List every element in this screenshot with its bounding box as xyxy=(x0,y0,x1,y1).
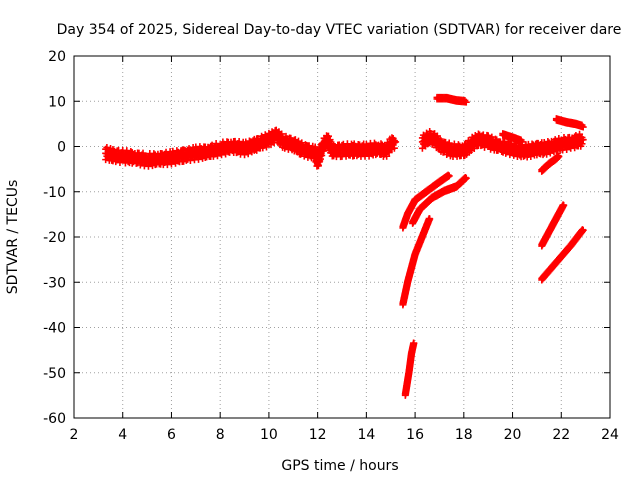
data-point xyxy=(444,171,452,179)
x-tick-label: 16 xyxy=(406,427,424,443)
data-point xyxy=(252,145,260,153)
y-tick-label: -40 xyxy=(43,321,66,337)
data-point xyxy=(579,226,587,234)
x-tick-label: 18 xyxy=(455,427,473,443)
x-tick-label: 4 xyxy=(118,427,127,443)
grid-lines xyxy=(74,56,610,418)
y-tick-label: 10 xyxy=(48,94,66,110)
y-tick-label: -30 xyxy=(43,275,66,291)
data-point xyxy=(560,201,568,209)
x-tick-label: 10 xyxy=(260,427,278,443)
y-tick-label: -50 xyxy=(43,366,66,382)
data-point xyxy=(278,130,286,138)
data-point xyxy=(127,148,135,156)
data-point xyxy=(484,132,492,140)
y-tick-label: -20 xyxy=(43,230,66,246)
data-point xyxy=(392,138,400,146)
data-point xyxy=(462,174,470,182)
data-point xyxy=(445,172,453,180)
data-point xyxy=(390,144,398,152)
x-tick-label: 20 xyxy=(504,427,522,443)
data-point xyxy=(437,137,445,145)
data-point xyxy=(410,339,418,347)
data-point xyxy=(462,98,470,106)
y-tick-label: -10 xyxy=(43,185,66,201)
data-point xyxy=(445,139,453,147)
x-tick-label: 2 xyxy=(70,427,79,443)
data-point xyxy=(555,152,563,160)
data-point xyxy=(474,130,482,138)
data-point xyxy=(139,149,147,157)
data-point xyxy=(543,150,551,158)
y-tick-label: -60 xyxy=(43,411,66,427)
data-point xyxy=(578,140,586,148)
x-tick-label: 24 xyxy=(601,427,619,443)
chart-title: Day 354 of 2025, Sidereal Day-to-day VTE… xyxy=(57,22,622,38)
data-point xyxy=(454,141,462,149)
x-tick-label: 22 xyxy=(552,427,570,443)
y-axis-label: SDTVAR / TECUs xyxy=(5,180,21,295)
data-point xyxy=(426,215,434,223)
y-tick-label: 0 xyxy=(57,140,66,156)
data-point xyxy=(390,137,398,145)
data-point xyxy=(377,140,385,148)
data-point xyxy=(518,138,526,146)
data-point xyxy=(383,152,391,160)
x-tick-label: 12 xyxy=(309,427,327,443)
data-point xyxy=(506,151,514,159)
data-marks xyxy=(102,93,587,399)
data-point xyxy=(579,123,587,131)
data-point xyxy=(579,136,587,144)
x-axis-label: GPS time / hours xyxy=(281,458,398,474)
data-point xyxy=(213,152,221,160)
axis-ticks: 2 4 6 8 10 12 14 16 18 20 22 24-60-50-40-30-20-1001… xyxy=(43,49,619,443)
x-tick-label: 8 xyxy=(216,427,225,443)
x-tick-label: 6 xyxy=(167,427,176,443)
x-tick-label: 14 xyxy=(357,427,375,443)
data-point xyxy=(218,151,226,159)
y-tick-label: 20 xyxy=(48,49,66,65)
data-point xyxy=(103,143,111,151)
